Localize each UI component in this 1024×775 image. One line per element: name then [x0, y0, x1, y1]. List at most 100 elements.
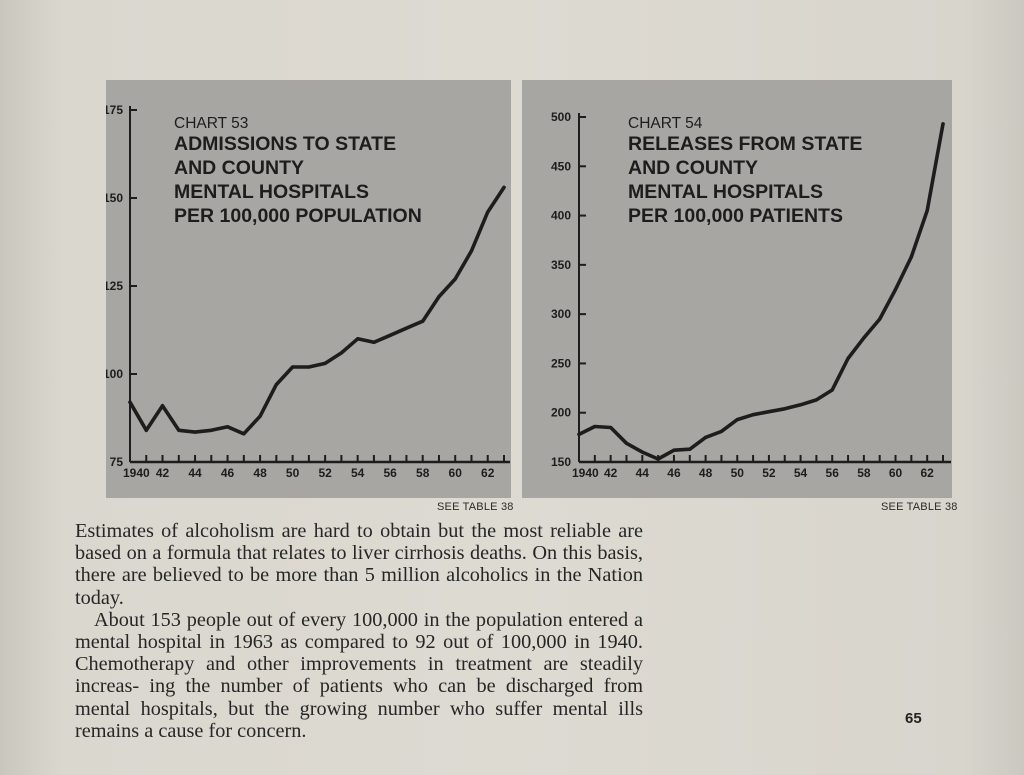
chart-54-subtitle-line: MENTAL HOSPITALS	[628, 181, 823, 203]
chart-53-data-point	[160, 404, 165, 408]
chart-54-subtitle-line: RELEASES FROM STATE	[628, 133, 862, 155]
chart-54-data-point	[862, 336, 866, 340]
chart-53-series-line	[128, 185, 506, 436]
chart-53-data-point	[307, 365, 311, 369]
chart-53-data-point	[437, 295, 441, 299]
chart-53-y-tick-label: 125	[106, 279, 123, 293]
chart-53-title: CHART 53	[174, 115, 248, 132]
chart-53-x-tick-label: 52	[318, 466, 332, 480]
chart-54-data-point	[878, 317, 882, 321]
chart-53-panel: 75 100 125 150 175 1940 42 44 46 48 50 52 54 56 58 60 62…	[106, 80, 511, 498]
chart-54-x-tick-label: 56	[826, 466, 840, 480]
chart-54-data-point	[799, 403, 803, 407]
chart-53-data-point	[469, 249, 474, 253]
chart-53-svg: 75 100 125 150 175 1940 42 44 46 48 50 52 54 56 58 60 62…	[106, 103, 510, 480]
chart-54-x-tick-label: 52	[762, 466, 776, 480]
chart-54-x-tick-label: 54	[794, 466, 808, 480]
chart-53-y-tick-label: 175	[106, 103, 123, 117]
chart-53-data-point	[388, 333, 392, 337]
chart-54-x-tick-label: 48	[699, 466, 713, 480]
chart-54-data-point	[577, 432, 581, 436]
chart-54-data-point	[688, 447, 692, 451]
chart-54-data-point	[830, 388, 834, 392]
chart-54-data-point	[593, 424, 597, 429]
chart-54-data-point	[783, 407, 787, 411]
body-paragraph-1: Estimates of alcoholism are hard to obta…	[75, 520, 643, 609]
chart-54-x-tick-label: 46	[667, 466, 681, 480]
chart-53-data-point	[404, 326, 408, 330]
chart-54-data-point	[640, 450, 644, 454]
chart-53-data-point	[339, 351, 343, 355]
chart-53-data-point	[128, 400, 132, 404]
chart-53-source-note: SEE TABLE 38	[437, 501, 514, 513]
chart-53-x-tick-label: 46	[221, 466, 235, 480]
chart-54-x-tick-label: 1940	[572, 466, 599, 480]
chart-53-subtitle-line: PER 100,000 POPULATION	[174, 205, 422, 227]
chart-53-y-tick-label: 100	[106, 367, 123, 381]
chart-54-source-note: SEE TABLE 38	[881, 501, 958, 513]
chart-54-y-tick-label: 500	[551, 110, 571, 124]
chart-54-x-tick-label: 50	[731, 466, 745, 480]
chart-53-y-tick-label: 75	[110, 455, 124, 469]
chart-54-data-point	[846, 356, 850, 361]
chart-53-subtitle-line: MENTAL HOSPITALS	[174, 181, 369, 203]
chart-54-data-point	[704, 435, 708, 439]
chart-53-y-tick-label: 150	[106, 191, 123, 205]
page-number: 65	[905, 710, 922, 727]
chart-54-data-point	[751, 413, 755, 417]
chart-54-data-point	[656, 457, 660, 461]
chart-54-data-point	[624, 441, 629, 445]
chart-54-data-point	[941, 122, 945, 126]
chart-53-data-point	[193, 430, 197, 434]
chart-53-subtitle-line: AND COUNTY	[174, 157, 304, 179]
chart-53-data-point	[486, 210, 490, 214]
chart-54-data-point	[893, 287, 898, 292]
chart-54-y-tick-label: 400	[551, 209, 571, 223]
chart-53-data-point	[258, 414, 262, 418]
chart-53-data-point	[372, 340, 376, 344]
chart-53-data-point	[502, 185, 506, 189]
chart-54-x-tick-label: 58	[857, 466, 871, 480]
chart-53-x-tick-label: 42	[156, 466, 170, 480]
chart-54-data-point	[909, 255, 913, 259]
chart-53-x-tick-label: 58	[416, 466, 430, 480]
chart-53-data-point	[356, 337, 360, 341]
chart-54-subtitle-line: AND COUNTY	[628, 157, 758, 179]
chart-54-data-point	[672, 448, 676, 452]
chart-54-data-point	[767, 410, 771, 414]
chart-53-x-tick-label: 50	[286, 466, 300, 480]
chart-53-x-tick-label: 56	[383, 466, 397, 480]
chart-53-x-tick-label: 62	[481, 466, 495, 480]
chart-54-panel: 150 200 250 300 350 400 450 500 1940 42 44 46 48 50 52…	[522, 80, 952, 498]
chart-53-x-tick-label: 60	[449, 466, 463, 480]
chart-54-data-point	[735, 418, 739, 422]
chart-54-y-tick-label: 200	[551, 406, 571, 420]
chart-53-x-tick-label: 54	[351, 466, 365, 480]
chart-54-x-tick-label: 44	[636, 466, 650, 480]
chart-54-x-tick-label: 60	[889, 466, 903, 480]
chart-53-subtitle-line: ADMISSIONS TO STATE	[174, 133, 396, 155]
chart-53-data-point	[177, 428, 181, 432]
chart-53-x-tick-label: 44	[188, 466, 202, 480]
chart-53-data-point	[421, 319, 425, 323]
chart-54-y-tick-label: 350	[551, 258, 571, 272]
body-paragraph-2: About 153 people out of every 100,000 in…	[75, 608, 643, 742]
chart-54-subtitle-line: PER 100,000 PATIENTS	[628, 205, 843, 227]
chart-53-data-point	[209, 428, 213, 432]
chart-53-data-point	[291, 365, 295, 369]
chart-54-data-point	[814, 398, 818, 402]
chart-54-y-tick-label: 450	[551, 159, 571, 173]
chart-53-data-point	[274, 383, 278, 387]
chart-54-y-tick-label: 300	[551, 307, 571, 321]
chart-53-x-tick-label: 48	[253, 466, 267, 480]
chart-53-data-point	[323, 361, 327, 365]
chart-54-x-tick-label: 62	[920, 466, 934, 480]
chart-54-y-tick-label: 150	[551, 455, 571, 469]
chart-54-series-line	[577, 122, 945, 461]
chart-53-data-point	[453, 277, 457, 281]
chart-53-data-point	[226, 425, 230, 429]
chart-54-title: CHART 54	[628, 115, 703, 132]
chart-54-data-point	[925, 209, 929, 213]
chart-54-data-point	[609, 425, 613, 430]
chart-54-svg: 150 200 250 300 350 400 450 500 1940 42 44 46 48 50 52…	[551, 110, 951, 480]
